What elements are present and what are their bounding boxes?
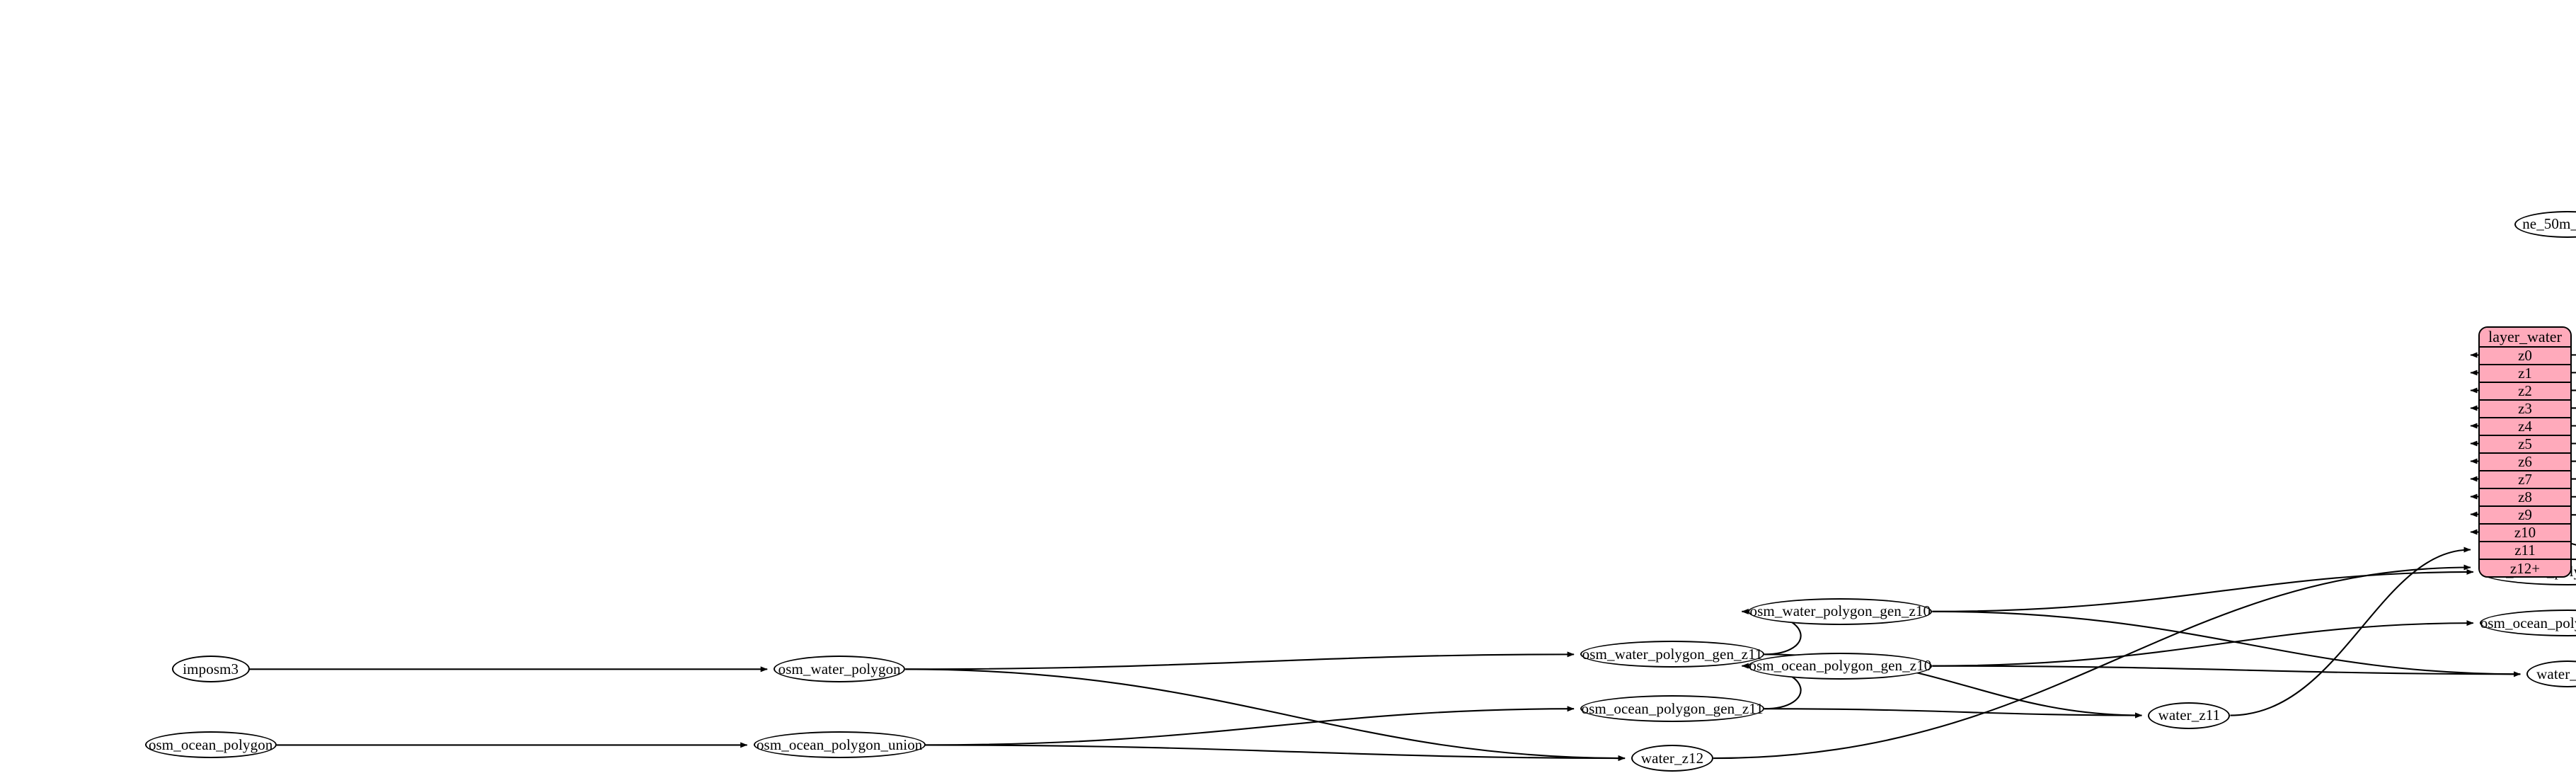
layer-row-z2[interactable]: z2: [2480, 382, 2570, 401]
graph-node-osm_ocean_polygon[interactable]: osm_ocean_polygon: [144, 731, 277, 759]
layer-water-table[interactable]: layer_water z0 z1 z2 z3 z4 z5 z6 z7 z8 z9 z10 z11 z12…: [2478, 326, 2572, 578]
graph-node-water_z12[interactable]: water_z12: [1631, 745, 1714, 772]
graph-edge-osm_ocean_polygon_gen_z10-to-water_z10: [1932, 665, 2521, 677]
graph-edge-osm_ocean_polygon_gen_z11-to-water_z11: [1764, 708, 2142, 719]
graph-node-label: water_z10: [2536, 665, 2576, 682]
layer-row-z10[interactable]: z10: [2480, 524, 2570, 542]
graph-node-label: ne_50m_ocean: [2522, 215, 2576, 233]
graph-edge-water_z11-to-layer_z11: [2230, 547, 2471, 716]
graph-edge-osm_water_polygon-to-water_z12: [905, 668, 1626, 762]
layer-row-z1[interactable]: z1: [2480, 365, 2570, 383]
layer-row-z3[interactable]: z3: [2480, 400, 2570, 418]
graph-node-label: osm_water_polygon_gen_z11: [1582, 645, 1763, 663]
layer-row-z12plus[interactable]: z12+: [2480, 560, 2570, 576]
graph-node-label: osm_ocean_polygon: [148, 736, 273, 753]
graph-edge-osm_water_polygon_gen_z10-to-water_z10: [1932, 610, 2521, 677]
graph-edge-osm_water_polygon_gen_z10-to-osm_water_polygon_gen_z9: [1932, 568, 2474, 612]
layer-row-z8[interactable]: z8: [2480, 488, 2570, 507]
graph-node-label: osm_ocean_polygon_gen_z11: [1581, 699, 1764, 717]
graph-edge-osm_ocean_polygon_gen_z10-to-osm_ocean_polygon_gen_z9: [1932, 620, 2474, 667]
graph-node-osm_water_polygon_gen_z11[interactable]: osm_water_polygon_gen_z11: [1580, 641, 1765, 668]
layer-row-z4[interactable]: z4: [2480, 418, 2570, 436]
graph-node-label: osm_water_polygon: [778, 660, 901, 677]
graph-node-imposm3[interactable]: imposm3: [171, 656, 250, 683]
layer-row-z9[interactable]: z9: [2480, 506, 2570, 525]
graph-edge-osm_ocean_polygon_union-to-water_z12: [925, 744, 1626, 762]
layer-water-header: layer_water: [2480, 328, 2570, 348]
graph-node-label: osm_water_polygon_gen_z10: [1749, 602, 1931, 620]
graph-node-osm_ocean_polygon_gen_z10[interactable]: osm_ocean_polygon_gen_z10: [1748, 652, 1933, 680]
graph-node-osm_ocean_polygon_gen_z11[interactable]: osm_ocean_polygon_gen_z11: [1580, 695, 1765, 723]
graph-edge-water_z12-to-layer_z12: [1713, 564, 2471, 760]
graph-node-label: osm_ocean_polygon_gen_z10: [1749, 657, 1932, 675]
graph-node-water_z11[interactable]: water_z11: [2148, 702, 2231, 729]
graph-node-label: water_z11: [2158, 707, 2221, 724]
layer-row-z7[interactable]: z7: [2480, 471, 2570, 489]
graph-edge-osm_ocean_polygon_union-to-osm_ocean_polygon_gen_z11: [925, 706, 1575, 746]
graph-node-osm_water_polygon_gen_z10[interactable]: osm_water_polygon_gen_z10: [1748, 597, 1933, 625]
graph-node-label: imposm3: [183, 660, 239, 677]
graph-node-osm_ocean_polygon_union[interactable]: osm_ocean_polygon_union: [753, 731, 926, 759]
graph-node-label: osm_ocean_polygon_gen_z9: [2480, 614, 2576, 631]
layer-row-z0[interactable]: z0: [2480, 347, 2570, 365]
graph-node-osm_water_polygon[interactable]: osm_water_polygon: [774, 656, 906, 683]
layer-row-z5[interactable]: z5: [2480, 435, 2570, 454]
graph-edge-osm_water_polygon-to-osm_water_polygon_gen_z11: [905, 651, 1575, 670]
layer-row-z11[interactable]: z11: [2480, 542, 2570, 560]
layer-row-z6[interactable]: z6: [2480, 453, 2570, 471]
graph-node-label: water_z12: [1640, 749, 1704, 767]
graph-node-label: osm_ocean_polygon_union: [756, 736, 923, 753]
